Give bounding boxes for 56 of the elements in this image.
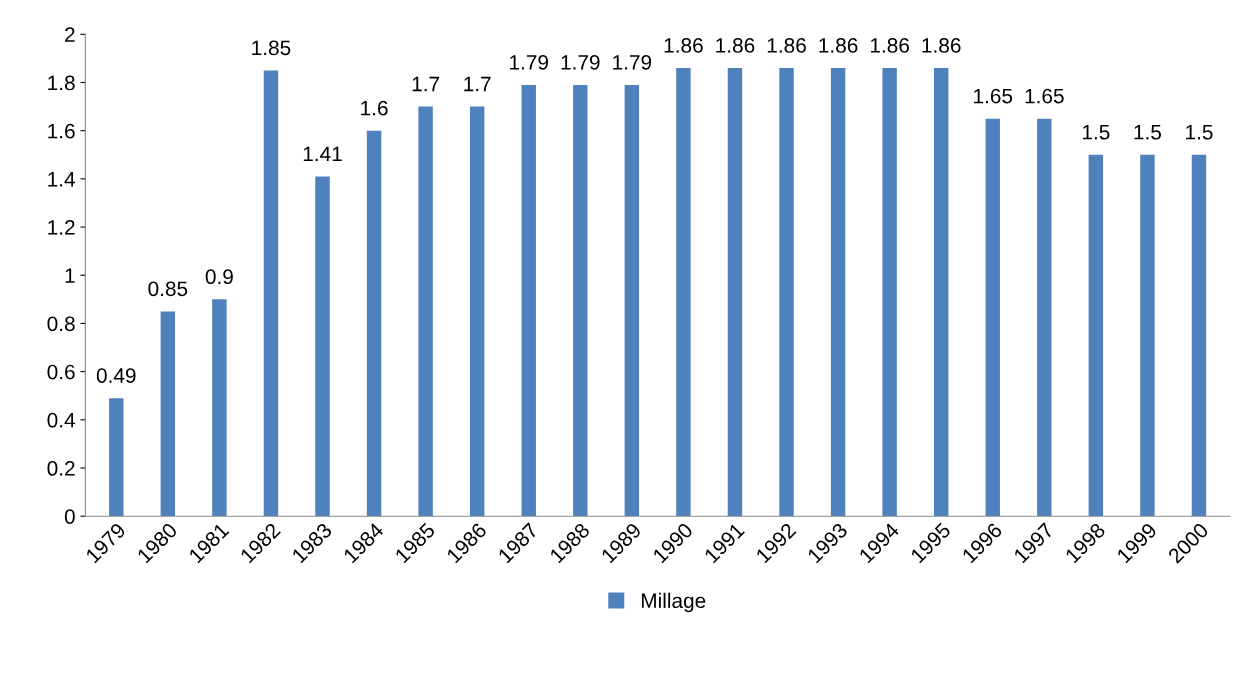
y-tick-label: 1.4 bbox=[48, 172, 76, 187]
y-tick-label: 0.2 bbox=[47, 461, 75, 476]
bar bbox=[109, 398, 124, 517]
y-tick-label: 2 bbox=[65, 27, 75, 42]
bar bbox=[882, 68, 897, 517]
data-label: 1.79 bbox=[510, 54, 549, 70]
bar bbox=[1140, 154, 1155, 517]
bar bbox=[1037, 118, 1052, 517]
bar bbox=[160, 311, 176, 517]
bar bbox=[676, 68, 691, 517]
bar bbox=[212, 299, 227, 517]
data-label: 1.86 bbox=[767, 38, 806, 53]
data-label: 0.9 bbox=[205, 269, 233, 285]
data-label: 1.86 bbox=[870, 38, 909, 53]
y-tick-label: 1.8 bbox=[48, 75, 75, 91]
y-tick-label: 1.2 bbox=[48, 220, 75, 235]
bar bbox=[779, 68, 794, 517]
data-label: 0.49 bbox=[96, 368, 136, 383]
data-label: 1.86 bbox=[819, 38, 858, 53]
data-label: 1.85 bbox=[252, 40, 291, 56]
data-label: 1.41 bbox=[303, 146, 342, 162]
bar bbox=[366, 130, 382, 517]
bar bbox=[933, 68, 949, 517]
y-tick-label: 0.6 bbox=[47, 364, 75, 380]
bar bbox=[469, 106, 485, 517]
bar bbox=[830, 68, 846, 517]
bar bbox=[1191, 154, 1207, 517]
y-tick-label: 1 bbox=[65, 268, 75, 283]
bar bbox=[573, 84, 588, 517]
bar bbox=[418, 106, 433, 517]
data-label: 1.5 bbox=[1186, 125, 1213, 140]
y-tick-label: 0.8 bbox=[47, 316, 75, 332]
legend-label: Millage bbox=[641, 592, 706, 613]
bar bbox=[985, 118, 1000, 517]
y-tick-label: 1.6 bbox=[48, 123, 75, 139]
data-label: 1.79 bbox=[613, 54, 652, 70]
data-label: 1.6 bbox=[361, 100, 388, 116]
bar bbox=[315, 176, 330, 517]
bar bbox=[727, 68, 743, 517]
bar bbox=[263, 70, 279, 517]
data-label: 1.5 bbox=[1134, 125, 1162, 140]
data-label: 0.85 bbox=[148, 281, 188, 297]
bar bbox=[521, 84, 536, 517]
y-tick-label: 0 bbox=[64, 509, 75, 524]
bar bbox=[1088, 154, 1104, 517]
data-label: 1.86 bbox=[716, 38, 755, 53]
data-label: 1.7 bbox=[412, 76, 440, 92]
data-label: 1.65 bbox=[974, 88, 1013, 104]
data-label: 1.86 bbox=[664, 38, 703, 53]
bar bbox=[624, 84, 640, 517]
y-tick-label: 0.4 bbox=[47, 412, 76, 428]
data-label: 1.5 bbox=[1082, 125, 1110, 140]
data-label: 1.86 bbox=[922, 38, 961, 53]
data-label: 1.79 bbox=[561, 54, 600, 70]
data-label: 1.65 bbox=[1025, 88, 1064, 104]
data-label: 1.7 bbox=[464, 76, 491, 92]
